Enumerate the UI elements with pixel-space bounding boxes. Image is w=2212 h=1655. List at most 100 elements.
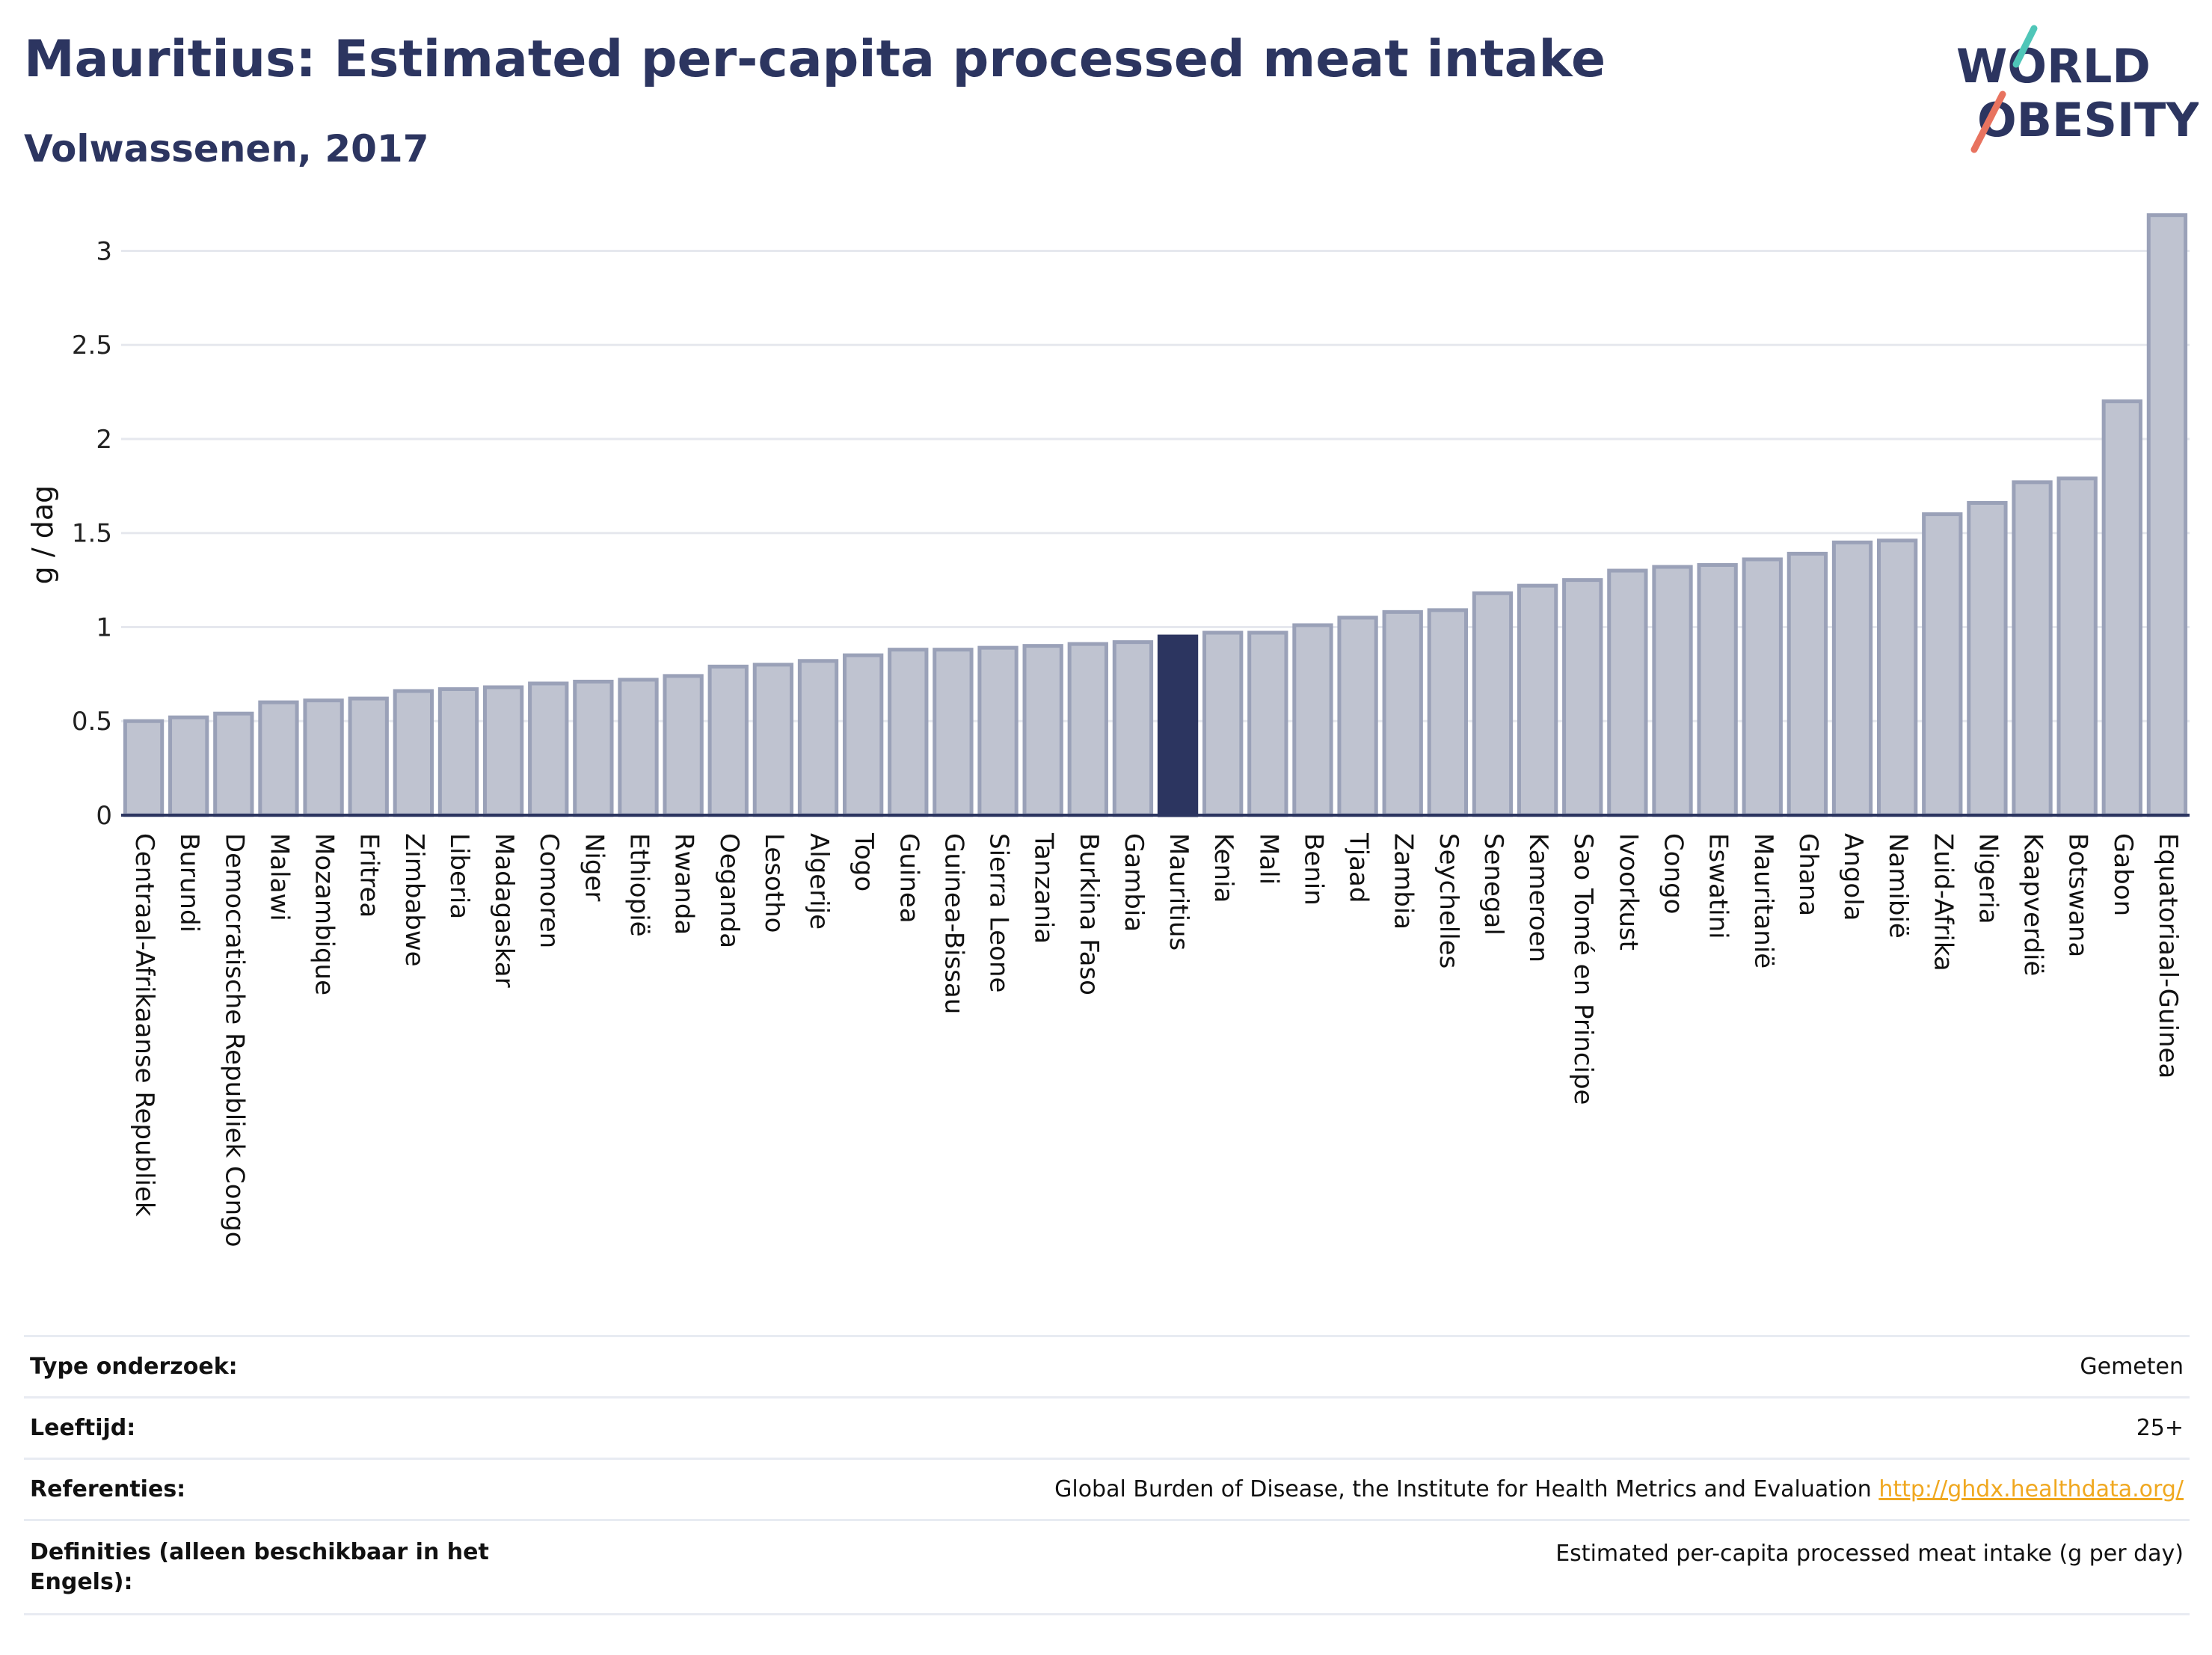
bar-ethiopi- (618, 678, 659, 817)
bar-benin (1292, 623, 1333, 817)
bar-rwanda (663, 674, 704, 817)
bar-nigeria (1967, 500, 2008, 817)
x-tick-label: Gabon (2108, 833, 2138, 916)
x-tick-label: Benin (1298, 833, 1328, 906)
x-tick-label: Democratische Republiek Congo (219, 833, 249, 1247)
bar-lesotho (752, 663, 794, 817)
x-tick-label: Ivoorkust (1613, 833, 1643, 951)
bar-congo (1652, 565, 1693, 817)
x-tick-label: Oeganda (714, 833, 744, 948)
logo-line-2: OBESITY (1977, 93, 2199, 147)
x-tick-label: Kenia (1208, 833, 1238, 903)
info-value: Global Burden of Disease, the Institute … (514, 1458, 2190, 1520)
y-tick-label: 2.5 (72, 331, 112, 360)
x-tick-label: Mali (1253, 833, 1283, 885)
bar-zimbabwe (393, 689, 434, 817)
bar-kaapverdi- (2012, 480, 2053, 817)
x-tick-label: Madagaskar (489, 833, 519, 988)
x-tick-label: Zuid-Afrika (1928, 833, 1958, 971)
info-row-references: Referenties: Global Burden of Disease, t… (24, 1458, 2190, 1520)
bar-oeganda (707, 664, 749, 817)
bar-ghana (1787, 551, 1828, 817)
y-tick-label: 3 (96, 236, 112, 266)
bar-malawi (258, 700, 299, 817)
x-tick-label: Equatoriaal-Guinea (2153, 833, 2183, 1078)
x-tick-label: Togo (849, 832, 879, 891)
x-tick-label: Kaapverdië (2018, 833, 2048, 976)
x-tick-label: Malawi (264, 833, 294, 921)
x-tick-label: Congo (1659, 833, 1689, 914)
info-row-age: Leeftijd: 25+ (24, 1396, 2190, 1459)
x-tick-label: Zambia (1389, 833, 1419, 930)
x-tick-label: Rwanda (669, 833, 699, 935)
logo-slash-teal (2012, 25, 2038, 68)
x-tick-label: Nigeria (1973, 833, 2003, 924)
bar-ivoorkust (1607, 568, 1648, 817)
logo-line-1: WORLD (1956, 39, 2151, 93)
x-tick-label: Seychelles (1434, 833, 1463, 968)
x-tick-label: Eritrea (354, 833, 384, 918)
bar-niger (573, 679, 614, 817)
x-tick-label: Senegal (1478, 833, 1508, 936)
bar-angola (1831, 540, 1873, 817)
bar-kenia (1202, 630, 1244, 817)
bar-mauritani- (1742, 557, 1783, 817)
bar-botswana (2056, 476, 2098, 817)
y-axis-title: g / dag (26, 485, 59, 585)
y-tick-label: 2 (96, 425, 112, 455)
x-tick-label: Namibië (1883, 833, 1913, 939)
bar-zuid-afrika (1922, 512, 1963, 817)
x-tick-label: Gambia (1119, 833, 1149, 932)
bar-gambia (1112, 640, 1154, 817)
x-tick-label: Guinea (894, 833, 924, 924)
info-label: Leeftijd: (24, 1396, 514, 1459)
bar-mozambique (303, 698, 344, 817)
y-tick-label: 1.5 (72, 519, 112, 549)
x-tick-label: Zimbabwe (399, 833, 429, 967)
x-tick-label: Angola (1838, 833, 1868, 921)
y-tick-label: 0.5 (72, 707, 112, 737)
x-tick-label: Tjaad (1344, 832, 1374, 903)
x-tick-label: Comoren (534, 833, 564, 948)
x-tick-label: Botswana (2063, 833, 2093, 957)
bar-senegal (1472, 591, 1514, 817)
x-tick-label: Ghana (1793, 833, 1823, 916)
bar-madagaskar (482, 685, 524, 817)
info-table: Type onderzoek: Gemeten Leeftijd: 25+ Re… (24, 1335, 2190, 1615)
bar-comoren (528, 681, 569, 817)
bar-chart: 0 0.5 1 1.5 2 2.5 3 Centraal-Afrikaanse Republ… (26, 213, 2190, 1247)
reference-text: Global Burden of Disease, the Institute … (1054, 1476, 1872, 1502)
bar-seychelles (1427, 608, 1469, 817)
info-value: 25+ (514, 1396, 2190, 1459)
bar-eritrea (348, 696, 389, 817)
x-tick-label: Mauritius (1164, 833, 1193, 951)
reference-link[interactable]: http://ghdx.healthdata.org/ (1878, 1476, 2184, 1502)
info-label: Referenties: (24, 1458, 514, 1520)
x-tick-label: Burkina Faso (1074, 833, 1104, 995)
bar-namibi- (1876, 538, 1918, 817)
logo-slash-coral (1970, 90, 2006, 153)
bar-equatoriaal-guinea (2146, 213, 2188, 817)
bar-kameroen (1517, 583, 1558, 817)
x-tick-label: Tanzania (1029, 832, 1059, 944)
x-tick-label: Eswatini (1703, 833, 1733, 939)
x-tick-label: Niger (579, 833, 609, 901)
bar-centraal-afrikaanse-republiek (123, 719, 165, 817)
x-tick-label: Sao Tomé en Principe (1568, 833, 1598, 1105)
bar-liberia (437, 687, 479, 817)
bar-guinea-bissau (933, 648, 974, 817)
y-tick-label: 1 (96, 612, 112, 642)
bar-sierra-leone (977, 645, 1019, 817)
world-obesity-logo: WORLD OBESITY (1956, 25, 2199, 153)
bar-eswatini (1697, 562, 1738, 817)
info-value: Estimated per-capita processed meat inta… (514, 1519, 2190, 1615)
chart-subtitle: Volwassenen, 2017 (24, 127, 429, 171)
x-tick-label: Centraal-Afrikaanse Republiek (129, 833, 159, 1217)
x-tick-label: Lesotho (759, 833, 789, 933)
bar-sao-tom-en-principe (1562, 578, 1603, 817)
info-label: Definities (alleen beschikbaar in het En… (24, 1519, 514, 1615)
bar-tanzania (1022, 644, 1063, 817)
info-label: Type onderzoek: (24, 1335, 514, 1398)
chart-title: Mauritius: Estimated per-capita processe… (24, 30, 1606, 89)
info-row-type: Type onderzoek: Gemeten (24, 1335, 2190, 1398)
